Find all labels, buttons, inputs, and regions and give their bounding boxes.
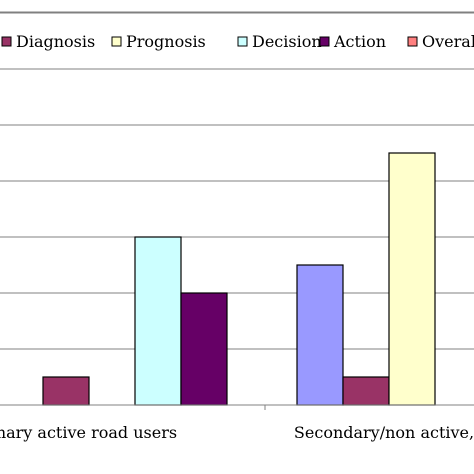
legend-label-action: Action [333,32,386,51]
bar-action-0 [180,292,228,406]
bar-diagnosis-0 [42,376,90,406]
bar-diagnosis-1 [342,376,390,406]
bar-series-0-1 [296,264,344,406]
bars [42,152,436,406]
legend-swatch-overall [407,36,418,47]
x-tick-label: Secondary/non active, [294,423,474,442]
legend: Diagnosis Prognosis Decision Action Overal [1,32,474,51]
legend-swatch-prognosis [111,36,122,47]
legend-swatch-diagnosis [1,36,12,47]
bar-prognosis-1 [388,152,436,406]
legend-swatch-decision [237,36,248,47]
legend-swatch-action [319,36,330,47]
bar-decision-0 [134,236,182,406]
legend-label-decision: Decision [252,32,322,51]
x-axis-labels: mary active road users Secondary/non acti… [0,423,474,442]
legend-label-overall: Overal [422,32,474,51]
legend-label-prognosis: Prognosis [126,32,206,51]
legend-label-diagnosis: Diagnosis [16,32,95,51]
x-tick-label: mary active road users [0,423,177,442]
gridlines [0,11,474,350]
